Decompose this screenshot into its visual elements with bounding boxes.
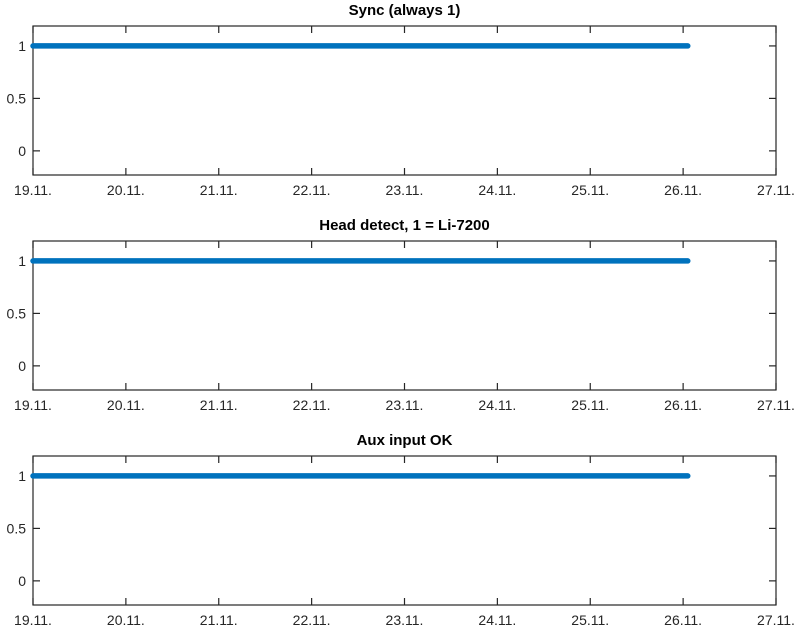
subplot-head-detect: Head detect, 1 = Li-7200 19.11. 20.11. 21.…	[0, 215, 800, 430]
x-tick-label: 20.11.	[107, 182, 145, 198]
x-tick-label: 22.11.	[293, 612, 331, 628]
y-tick-label: 0.5	[7, 305, 27, 321]
plot-axes: 19.11. 20.11. 21.11. 22.11. 23.11. 24.11. 25.1…	[7, 240, 795, 413]
y-tick-label: 0.5	[7, 90, 27, 106]
tick-marks	[32, 241, 777, 390]
x-tick-label: 27.11.	[757, 612, 795, 628]
x-tick-label: 21.11.	[200, 397, 238, 413]
x-tick-label: 23.11.	[386, 182, 424, 198]
x-tick-label: 19.11.	[14, 182, 52, 198]
x-tick-label: 24.11.	[478, 612, 516, 628]
x-tick-label: 26.11.	[664, 397, 702, 413]
plot-title: Aux input OK	[356, 432, 453, 449]
x-tick-label: 19.11.	[14, 612, 52, 628]
tick-labels: 19.11. 20.11. 21.11. 22.11. 23.11. 24.11. 25.1…	[7, 468, 795, 628]
plot-title: Head detect, 1 = Li-7200	[319, 217, 490, 234]
x-tick-label: 23.11.	[386, 397, 424, 413]
x-tick-label: 19.11.	[14, 397, 52, 413]
subplot-sync: Sync (always 1) 19.11. 20.11. 21.11. 22.11.…	[0, 0, 800, 215]
y-tick-label: 0.5	[7, 520, 27, 536]
plot-axes: 19.11. 20.11. 21.11. 22.11. 23.11. 24.11. 25.1…	[7, 25, 795, 198]
x-tick-label: 20.11.	[107, 397, 145, 413]
x-tick-label: 23.11.	[386, 612, 424, 628]
tick-labels: 19.11. 20.11. 21.11. 22.11. 23.11. 24.11. 25.1…	[7, 253, 795, 413]
y-tick-label: 1	[18, 38, 26, 54]
x-tick-label: 25.11.	[571, 612, 609, 628]
subplot-aux-input: Aux input OK 19.11. 20.11. 21.11. 22.11. 23.…	[0, 430, 800, 630]
x-tick-label: 26.11.	[664, 182, 702, 198]
x-tick-label: 21.11.	[200, 182, 238, 198]
x-tick-label: 27.11.	[757, 397, 795, 413]
x-tick-label: 25.11.	[571, 182, 609, 198]
y-tick-label: 1	[18, 468, 26, 484]
x-tick-label: 24.11.	[478, 397, 516, 413]
y-tick-label: 1	[18, 253, 26, 269]
x-tick-label: 22.11.	[293, 397, 331, 413]
x-tick-label: 25.11.	[571, 397, 609, 413]
x-tick-label: 22.11.	[293, 182, 331, 198]
tick-marks	[32, 26, 777, 175]
x-tick-label: 26.11.	[664, 612, 702, 628]
x-tick-label: 27.11.	[757, 182, 795, 198]
y-tick-label: 0	[18, 358, 26, 374]
plot-axes: 19.11. 20.11. 21.11. 22.11. 23.11. 24.11. 25.1…	[7, 455, 795, 628]
x-tick-label: 20.11.	[107, 612, 145, 628]
plot-title: Sync (always 1)	[348, 2, 461, 19]
x-tick-label: 24.11.	[478, 182, 516, 198]
y-tick-label: 0	[18, 143, 26, 159]
x-tick-label: 21.11.	[200, 612, 238, 628]
tick-marks	[32, 456, 777, 605]
y-tick-label: 0	[18, 573, 26, 589]
tick-labels: 19.11. 20.11. 21.11. 22.11. 23.11. 24.11. 25.1…	[7, 38, 795, 198]
